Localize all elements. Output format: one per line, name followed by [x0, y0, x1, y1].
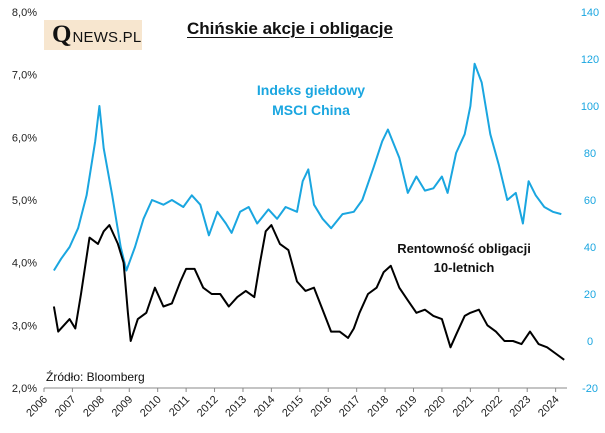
left-tick-label: 8,0%: [12, 7, 37, 19]
right-tick-label: 140: [581, 7, 599, 19]
x-tick-label: 2008: [81, 394, 107, 420]
x-tick-label: 2013: [223, 394, 249, 420]
left-tick-label: 4,0%: [12, 258, 37, 270]
x-tick-label: 2023: [508, 394, 534, 420]
left-tick-label: 3,0%: [12, 320, 37, 332]
right-tick-label: 0: [587, 336, 593, 348]
right-tick-label: 60: [584, 195, 596, 207]
left-axis-ticks: 2,0% 3,0% 4,0% 5,0% 6,0% 7,0% 8,0%: [12, 7, 37, 395]
logo-letter: Q: [52, 21, 72, 48]
left-tick-label: 2,0%: [12, 383, 37, 395]
x-tick-label: 2021: [451, 394, 477, 420]
right-tick-label: 120: [581, 54, 599, 66]
logo-text: NEWS.PL: [72, 29, 142, 46]
x-tick-label: 2012: [195, 394, 221, 420]
right-tick-label: 80: [584, 148, 596, 160]
x-tick-label: 2019: [394, 394, 420, 420]
x-tick-label: 2010: [138, 394, 164, 420]
right-tick-label: 20: [584, 289, 596, 301]
right-tick-label: 100: [581, 101, 599, 113]
right-tick-label: -20: [582, 383, 598, 395]
x-tick-label: 2011: [167, 394, 192, 419]
bond-annotation-line-2: 10-letnich: [433, 260, 495, 275]
left-tick-label: 5,0%: [12, 195, 37, 207]
bond-annotation: Rentowność obligacji 10-letnich: [384, 239, 544, 277]
x-tick-label: 2014: [252, 394, 278, 420]
series-msci-china-line: [53, 62, 562, 272]
right-axis-ticks: -20 0 20 40 60 80 100 120 140: [581, 7, 599, 395]
index-annotation-line-2: MSCI China: [272, 102, 350, 118]
left-tick-label: 7,0%: [12, 70, 37, 82]
series-layer: [52, 62, 565, 361]
index-annotation-line-1: Indeks giełdowy: [256, 82, 366, 98]
x-tick-label: 2006: [24, 394, 50, 420]
x-tick-label: 2009: [110, 394, 136, 420]
x-tick-label: 2024: [536, 394, 562, 420]
x-tick-label: 2018: [365, 394, 391, 420]
x-tick-label: 2016: [309, 394, 335, 420]
qnews-logo: Q NEWS.PL: [44, 20, 142, 50]
x-tick-label: 2015: [280, 394, 306, 420]
x-axis-ticks: 2006 2007 2008 2009 2010 2011 2012 2013 2014 2015…: [24, 388, 562, 420]
x-tick-label: 2020: [422, 394, 448, 420]
x-tick-label: 2022: [479, 394, 505, 420]
chart-title: Chińskie akcje i obligacje: [187, 19, 393, 38]
x-tick-label: 2017: [337, 394, 363, 420]
x-tick-label: 2007: [53, 394, 79, 420]
source-note: Źródło: Bloomberg: [46, 370, 145, 384]
right-tick-label: 40: [584, 242, 596, 254]
bond-annotation-line-1: Rentowność obligacji: [397, 241, 531, 256]
index-annotation: Indeks giełdowy MSCI China: [244, 80, 378, 120]
series-bond-yield-line: [52, 224, 565, 361]
left-tick-label: 6,0%: [12, 132, 37, 144]
